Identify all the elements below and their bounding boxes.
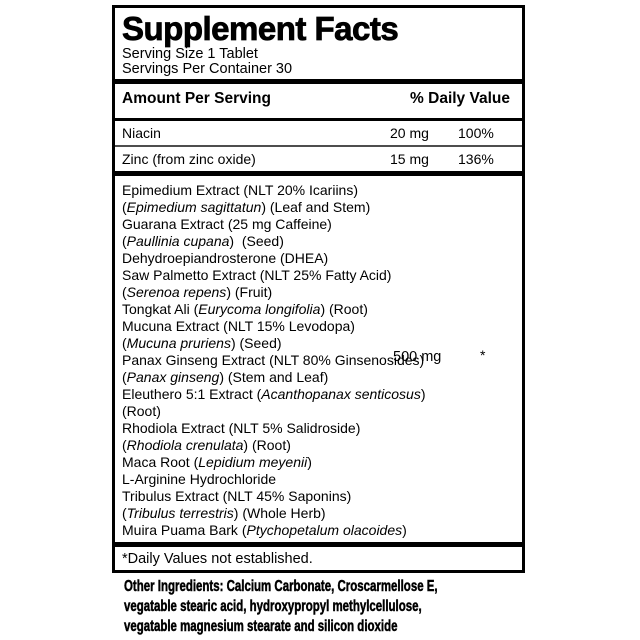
ingredient-text: Muira Puama Bark (: [122, 522, 247, 538]
divider-thick-before-footnote: [115, 542, 522, 547]
blend-ingredient-line: L-Arginine Hydrochloride: [122, 471, 510, 488]
blend-ingredient-line: Muira Puama Bark (Ptychopetalum olacoide…: [122, 522, 510, 539]
ingredient-text: ) (Leaf and Stem): [261, 199, 371, 215]
daily-value-header: % Daily Value: [410, 90, 510, 107]
blend-ingredient-line: (Tribulus terrestris) (Whole Herb): [122, 505, 510, 522]
ingredient-text: ): [307, 454, 312, 470]
blend-ingredient-line: Rhodiola Extract (NLT 5% Salidroside): [122, 420, 510, 437]
ingredient-text: ): [402, 522, 407, 538]
botanical-name: Epimedium sagittatun: [126, 199, 262, 215]
botanical-name: Tribulus terrestris: [126, 505, 234, 521]
blend-daily-value-asterisk: *: [480, 347, 486, 363]
blend-ingredient-line: (Serenoa repens) (Fruit): [122, 284, 510, 301]
ingredient-text: (: [122, 437, 127, 453]
nutrient-name: Niacin: [122, 125, 161, 141]
botanical-name: Rhodiola crenulata: [126, 437, 244, 453]
blend-ingredient-line: (Root): [122, 403, 510, 420]
blend-ingredient-line: Maca Root (Lepidium meyenii): [122, 454, 510, 471]
column-header-row: Amount Per Serving % Daily Value: [122, 84, 510, 118]
divider-thick-top: [115, 79, 522, 84]
ingredient-text: ) (Seed): [230, 335, 282, 351]
blend-ingredient-line: Tongkat Ali (Eurycoma longifolia) (Root): [122, 301, 510, 318]
blend-ingredient-line: Panax Ginseng Extract (NLT 80% Ginsenosi…: [122, 347, 510, 369]
botanical-name: Eurycoma longifolia: [198, 301, 321, 317]
nutrient-daily-value: 136%: [458, 151, 494, 167]
other-ingredients-line: vegatable magnesium stearate and silicon…: [124, 618, 398, 636]
ingredient-text: Dehydroepiandrosterone (DHEA): [122, 250, 329, 266]
amount-per-serving-header: Amount Per Serving: [122, 90, 271, 107]
botanical-name: Lepidium meyenii: [198, 454, 308, 470]
ingredient-text: Tribulus Extract (NLT 45% Saponins): [122, 488, 352, 504]
blend-ingredient-line: Dehydroepiandrosterone (DHEA): [122, 250, 510, 267]
nutrient-row-divider: [115, 145, 522, 147]
panel-title: Supplement Facts: [122, 10, 400, 47]
other-ingredients-line: Other Ingredients: Calcium Carbonate, Cr…: [124, 578, 438, 596]
blend-ingredient-line: Saw Palmetto Extract (NLT 25% Fatty Acid…: [122, 267, 510, 284]
botanical-name: Acanthopanax senticosus: [261, 386, 421, 402]
blend-ingredient-line: Epimedium Extract (NLT 20% Icariins): [122, 182, 510, 199]
blend-ingredient-line: Mucuna Extract (NLT 15% Levodopa): [122, 318, 510, 335]
ingredient-text: (: [122, 199, 127, 215]
nutrient-table: Niacin 20 mg 100% Zinc (from zinc oxide) 15 …: [115, 121, 522, 171]
ingredient-text: (: [122, 233, 127, 249]
nutrient-row: Niacin 20 mg 100%: [122, 121, 510, 145]
daily-value-footnote: *Daily Values not established.: [122, 551, 313, 567]
blend-amount: 500 mg: [393, 349, 442, 365]
other-ingredients-line: vegatable stearic acid, hydroxypropyl me…: [124, 598, 422, 616]
nutrient-name: Zinc (from zinc oxide): [122, 151, 256, 167]
blend-ingredient-line: (Epimedium sagittatun) (Leaf and Stem): [122, 199, 510, 216]
supplement-facts-panel: Supplement Facts Serving Size 1 Tablet S…: [112, 5, 525, 573]
ingredient-text: Rhodiola Extract (NLT 5% Salidroside): [122, 420, 361, 436]
nutrient-amount: 15 mg: [390, 151, 429, 167]
ingredient-text: ) (Root): [320, 301, 368, 317]
serving-size: Serving Size 1 Tablet: [122, 46, 258, 62]
blend-ingredient-line: (Paullinia cupana) (Seed): [122, 233, 510, 250]
ingredient-text: ) (Root): [243, 437, 291, 453]
blend-ingredient-line: Guarana Extract (25 mg Caffeine): [122, 216, 510, 233]
proprietary-blend-list: Epimedium Extract (NLT 20% Icariins) (Epi…: [122, 182, 510, 539]
ingredient-text: ) (Seed): [229, 233, 284, 249]
blend-ingredient-line: Eleuthero 5:1 Extract (Acanthopanax sent…: [122, 386, 510, 403]
ingredient-text: Mucuna Extract (NLT 15% Levodopa): [122, 318, 355, 334]
blend-ingredient-line: (Panax ginseng) (Stem and Leaf): [122, 369, 510, 386]
ingredient-text: (: [122, 505, 127, 521]
divider-thick-after-nutrients: [115, 171, 522, 176]
ingredient-text: ): [420, 386, 426, 402]
ingredient-text: (: [122, 369, 127, 385]
divider-under-header: [115, 118, 522, 121]
ingredient-text: L-Arginine Hydrochloride: [122, 471, 277, 487]
ingredient-text: (Root): [122, 403, 161, 419]
ingredient-text: Saw Palmetto Extract (NLT 25% Fatty Acid…: [122, 267, 392, 283]
ingredient-text: ) (Stem and Leaf): [219, 369, 329, 385]
other-ingredients: Other Ingredients: Calcium Carbonate, Cr…: [124, 577, 438, 637]
ingredient-text: Guarana Extract (25 mg Caffeine): [122, 216, 332, 232]
ingredient-text: Eleuthero 5:1 Extract (: [122, 386, 262, 402]
blend-ingredient-line: (Mucuna pruriens) (Seed): [122, 335, 510, 352]
ingredient-text: ) (Fruit): [226, 284, 273, 300]
ingredient-text: (: [122, 335, 127, 351]
nutrient-daily-value: 100%: [458, 125, 494, 141]
ingredient-text: (: [122, 284, 127, 300]
ingredient-text: Panax Ginseng Extract (NLT 80% Ginsenosi…: [122, 352, 425, 368]
nutrient-row: Zinc (from zinc oxide) 15 mg 136%: [122, 147, 510, 171]
ingredient-text: Tongkat Ali (: [122, 301, 199, 317]
servings-per-container: Servings Per Container 30: [122, 60, 293, 77]
nutrient-amount: 20 mg: [390, 125, 429, 141]
botanical-name: Serenoa repens: [126, 284, 227, 300]
botanical-name: Ptychopetalum olacoides: [246, 522, 403, 538]
ingredient-text: Maca Root (: [122, 454, 199, 470]
blend-ingredient-line: (Rhodiola crenulata) (Root): [122, 437, 510, 454]
botanical-name: Paullinia cupana: [126, 233, 230, 249]
botanical-name: Mucuna pruriens: [126, 335, 231, 351]
ingredient-text: Epimedium Extract (NLT 20% Icariins): [122, 182, 358, 198]
botanical-name: Panax ginseng: [126, 369, 220, 385]
blend-ingredient-line: Tribulus Extract (NLT 45% Saponins): [122, 488, 510, 505]
ingredient-text: ) (Whole Herb): [233, 505, 326, 521]
